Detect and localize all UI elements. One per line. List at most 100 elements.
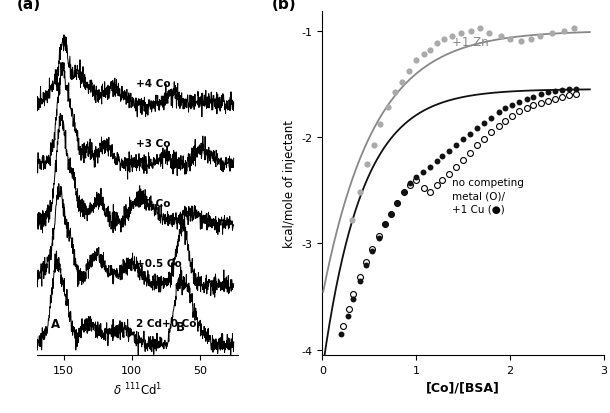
Point <box>380 221 390 228</box>
Point <box>571 92 581 98</box>
Point <box>432 159 442 165</box>
Point <box>348 296 358 302</box>
Point <box>383 104 393 111</box>
Point <box>564 93 574 100</box>
Point <box>536 100 546 107</box>
Point <box>559 28 569 35</box>
Point <box>418 169 428 176</box>
Point <box>514 99 524 106</box>
Point <box>472 126 482 133</box>
Point <box>507 113 517 120</box>
Point <box>465 28 475 35</box>
Text: (a): (a) <box>16 0 41 12</box>
Point <box>392 200 402 207</box>
Text: B: B <box>176 320 185 333</box>
Point <box>386 211 396 217</box>
Point <box>404 69 414 75</box>
Point <box>362 262 371 268</box>
Point <box>500 106 510 112</box>
Point <box>479 121 489 127</box>
Text: +0.5 Co: +0.5 Co <box>136 258 182 268</box>
Point <box>348 217 357 224</box>
Point <box>390 90 400 96</box>
Point <box>484 30 494 37</box>
Point <box>338 323 348 330</box>
Point <box>386 211 396 217</box>
Point <box>380 221 390 228</box>
Point <box>355 190 365 196</box>
Point <box>392 200 402 207</box>
Point <box>437 177 447 183</box>
Text: +4 Co: +4 Co <box>136 78 170 88</box>
Point <box>543 98 553 105</box>
Point <box>571 87 581 93</box>
Point <box>505 37 515 43</box>
Point <box>336 331 346 337</box>
Point <box>439 37 449 43</box>
Point <box>367 246 377 252</box>
Text: +1 Zn: +1 Zn <box>452 36 489 49</box>
Point <box>550 89 560 95</box>
Point <box>432 41 442 47</box>
Point <box>514 109 524 116</box>
X-axis label: [Co]/[BSA]: [Co]/[BSA] <box>426 380 500 393</box>
Point <box>355 278 365 284</box>
Point <box>557 88 567 94</box>
Point <box>343 313 353 319</box>
Point <box>486 115 496 122</box>
Point <box>369 143 379 150</box>
Text: +3 Co: +3 Co <box>136 138 170 148</box>
Point <box>419 185 429 192</box>
Point <box>419 52 429 58</box>
Point <box>374 235 384 242</box>
Point <box>447 33 457 40</box>
Y-axis label: kcal/mole of injectant: kcal/mole of injectant <box>283 120 296 248</box>
Point <box>465 131 475 138</box>
Point <box>437 153 447 160</box>
Point <box>404 180 414 187</box>
Point <box>404 182 414 189</box>
Point <box>451 164 461 171</box>
Point <box>494 124 504 131</box>
Text: (b): (b) <box>271 0 296 12</box>
X-axis label: $\delta$ $^{111}$Cd$^1$: $\delta$ $^{111}$Cd$^1$ <box>112 380 162 397</box>
Point <box>444 171 454 178</box>
Point <box>458 158 468 164</box>
Text: +2 Co: +2 Co <box>136 198 170 208</box>
Point <box>547 30 557 37</box>
Point <box>411 58 421 64</box>
Point <box>362 161 372 167</box>
Point <box>529 102 539 109</box>
Point <box>543 90 553 96</box>
Point <box>494 110 504 116</box>
Point <box>550 96 560 103</box>
Point <box>526 37 536 43</box>
Text: 2 Cd+0 Co: 2 Cd+0 Co <box>136 318 196 328</box>
Text: A: A <box>51 318 60 331</box>
Point <box>376 121 386 128</box>
Point <box>535 33 545 40</box>
Point <box>536 92 546 98</box>
Point <box>425 164 435 171</box>
Point <box>517 39 526 45</box>
Point <box>374 233 384 240</box>
Point <box>479 136 489 143</box>
Point <box>355 274 365 281</box>
Point <box>458 136 468 143</box>
Point <box>569 26 579 33</box>
Point <box>522 96 532 103</box>
Point <box>343 306 353 313</box>
Point <box>500 119 510 125</box>
Point <box>362 259 371 266</box>
Point <box>564 87 574 93</box>
Point <box>486 129 496 135</box>
Point <box>475 26 485 33</box>
Point <box>529 94 539 101</box>
Point <box>411 177 421 183</box>
Point <box>472 143 482 150</box>
Point <box>444 148 454 155</box>
Point <box>432 182 442 189</box>
Point <box>367 248 377 254</box>
Point <box>522 106 532 112</box>
Point <box>411 175 421 181</box>
